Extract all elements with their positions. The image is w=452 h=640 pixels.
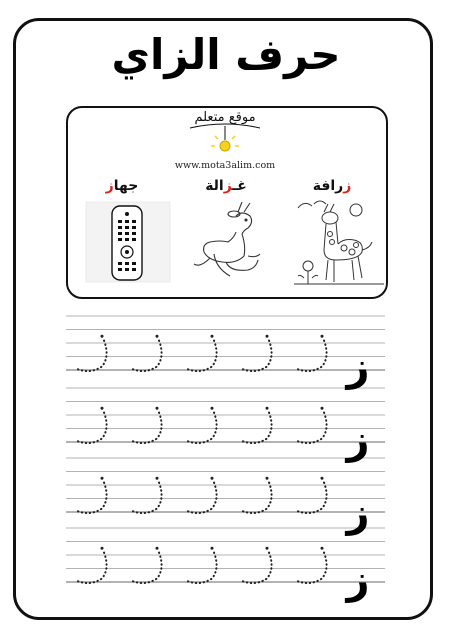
gazelle-drawing (193, 201, 261, 277)
trace-letter (130, 406, 163, 445)
model-letter-3: ز (346, 490, 370, 536)
model-letter-2: ز (346, 417, 370, 463)
site-url: www.mota3alim.com (174, 160, 276, 171)
model-letter-1: ز (346, 344, 370, 390)
lightbulb-icon (189, 123, 261, 152)
site-logo: موقع متعلم (180, 110, 270, 170)
trace-letter (240, 334, 273, 373)
trace-letter (75, 334, 108, 373)
trace-letter (75, 476, 108, 515)
remote-control-drawing (85, 201, 171, 283)
model-letter-4: ز (346, 557, 370, 603)
word-gazelle: غـزالة (186, 178, 266, 194)
trace-letter (185, 476, 218, 515)
trace-letter (130, 546, 163, 585)
trace-letter (185, 546, 218, 585)
word-giraffe-letter: ز (343, 178, 352, 194)
trace-letter (185, 334, 218, 373)
giraffe-drawing (294, 200, 384, 285)
trace-letter (240, 546, 273, 585)
trace-letter (240, 406, 273, 445)
word-giraffe-rest: رافة (312, 178, 344, 194)
trace-letter (75, 546, 108, 585)
trace-letter (130, 334, 163, 373)
word-gazelle-letter: ز (223, 178, 233, 194)
trace-letter (295, 476, 328, 515)
trace-letter (75, 406, 108, 445)
trace-letter (295, 334, 328, 373)
word-gazelle-after: الة (205, 178, 224, 194)
word-device-before: جها (113, 178, 139, 194)
trace-letter (240, 476, 273, 515)
trace-letter (185, 406, 218, 445)
trace-letter (295, 546, 328, 585)
word-device: جهاز (82, 178, 162, 194)
page-title: حرف الزاي (111, 30, 341, 79)
pictures-box (66, 106, 388, 299)
word-gazelle-before: غـ (232, 178, 247, 194)
trace-letter (295, 406, 328, 445)
trace-letter (130, 476, 163, 515)
logo-text: موقع متعلم (194, 110, 256, 125)
word-giraffe: زرافة (292, 178, 372, 194)
word-device-letter: ز (105, 178, 114, 194)
worksheet-frame (13, 18, 433, 620)
